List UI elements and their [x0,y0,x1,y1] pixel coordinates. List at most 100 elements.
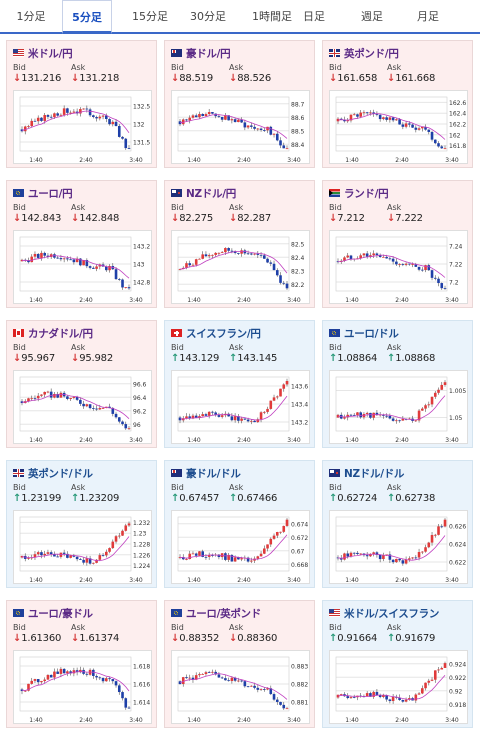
candle-body [108,548,111,552]
tab-5[interactable]: 日足 [303,10,325,23]
tab-2[interactable]: 15分足 [132,10,168,23]
candle-body [250,420,253,422]
candle-body [59,552,63,557]
pair-name[interactable]: ユーロ/ドル [344,327,399,340]
currency-card[interactable]: 英ポンド/ドル Bid Ask ↑1.23199 ↑1.23209 1.232 1… [6,460,157,588]
price-chart[interactable]: 96.6 96.4 96.2 96 1:40 2:40 3:40 [13,370,152,444]
pair-name[interactable]: 米ドル/円 [28,47,73,60]
currency-card[interactable]: 米ドル/スイスフラン Bid Ask ↑0.91664 ↑0.91679 0.9… [322,600,473,728]
tab-7[interactable]: 月足 [417,10,439,23]
bid-price: 7.212 [337,213,365,224]
candle-body [46,391,50,393]
x-tick-label: 3:40 [129,437,143,444]
candle-body [227,680,230,682]
candle-body [46,552,50,554]
pair-name[interactable]: NZドル/円 [186,187,236,200]
ask-price: 0.62738 [395,493,436,504]
arrow-down-icon: ↓ [71,213,80,224]
candle-body [188,263,192,266]
price-chart[interactable]: 0.883 0.882 0.881 1:40 2:40 3:40 [171,650,310,724]
tab-4[interactable]: 1時間足 [252,10,292,23]
candle-body [201,254,204,259]
price-chart[interactable]: 88.7 88.6 88.5 88.4 1:40 2:40 3:40 [171,90,310,164]
currency-card[interactable]: ユーロ/英ポンド Bid Ask ↓0.88352 ↓0.88360 0.883… [164,600,315,728]
price-chart[interactable]: 132.5 132 131.5 1:40 2:40 3:40 [13,90,152,164]
currency-card[interactable]: NZドル/円 Bid Ask ↓82.275 ↓82.287 82.5 82.4 8… [164,180,315,308]
candle-body [98,408,102,410]
tab-1[interactable]: 5分足 [62,0,112,34]
candlestick-chart: 0.924 0.922 0.92 0.918 1:40 2:40 3:40 [335,656,466,724]
candle-body [365,555,369,557]
card-header: NZドル/円 [171,186,236,200]
price-chart[interactable]: 7.24 7.22 7.2 1:40 2:40 3:40 [329,230,468,304]
ask-price: 131.218 [79,73,120,84]
arrow-down-icon: ↓ [229,73,238,84]
currency-card[interactable]: 豪ドル/ドル Bid Ask ↑0.67457 ↑0.67466 0.674 0.… [164,460,315,588]
tab-3[interactable]: 30分足 [190,10,226,23]
pair-name[interactable]: 英ポンド/円 [344,47,399,60]
tab-0[interactable]: 1分足 [16,10,46,23]
arrow-up-icon: ↑ [329,353,338,364]
price-chart[interactable]: 162.6 162.4 162.2 162 161.8 1:40 2:40 3:40 [329,90,468,164]
pair-name[interactable]: スイスフラン/円 [186,327,261,340]
price-chart[interactable]: 0.626 0.624 0.622 1:40 2:40 3:40 [329,510,468,584]
currency-card[interactable]: 英ポンド/円 Bid Ask ↓161.658 ↓161.668 162.6 16… [322,40,473,168]
pair-name[interactable]: 英ポンド/ドル [28,467,93,480]
currency-card[interactable]: ユーロ/豪ドル Bid Ask ↓1.61360 ↓1.61374 1.618 1… [6,600,157,728]
tab-6[interactable]: 週足 [361,10,383,23]
candle-body [233,416,237,421]
candle-body [443,382,447,385]
candle-body [275,699,279,702]
pair-name[interactable]: 豪ドル/ドル [186,467,241,480]
pair-name[interactable]: NZドル/ドル [344,467,405,480]
price-chart[interactable]: 1.232 1.23 1.228 1.226 1.224 1:40 2:40 3:40 [13,510,152,584]
price-chart[interactable]: 0.924 0.922 0.92 0.918 1:40 2:40 3:40 [329,650,468,724]
candlestick-chart: 82.5 82.4 82.3 82.2 1:40 2:40 3:40 [177,236,305,304]
candle-body [437,526,440,535]
currency-card[interactable]: ユーロ/円 Bid Ask ↓142.843 ↓142.848 143.2 143… [6,180,157,308]
ask-label: Ask [71,203,86,212]
price-chart[interactable]: 0.674 0.672 0.67 0.668 1:40 2:40 3:40 [171,510,310,584]
candle-body [356,412,359,416]
pair-name[interactable]: 米ドル/スイスフラン [344,607,440,620]
plot-frame [335,516,448,572]
candle-body [181,119,185,125]
currency-card[interactable]: ランド/円 Bid Ask ↓7.212 ↓7.222 7.24 7.22 7.2 1… [322,180,473,308]
candle-body [408,698,411,700]
y-tick-label: 0.622 [449,560,466,567]
pair-name[interactable]: 豪ドル/円 [186,47,231,60]
currency-card[interactable]: 豪ドル/円 Bid Ask ↓88.519 ↓88.526 88.7 88.6 88… [164,40,315,168]
bid-price: 1.61360 [21,633,62,644]
moving-average-line [179,114,288,139]
ask-label: Ask [387,623,402,632]
pair-name[interactable]: ユーロ/円 [28,187,73,200]
pair-name[interactable]: ユーロ/豪ドル [28,607,93,620]
pair-name[interactable]: カナダドル/円 [28,327,93,340]
currency-card[interactable]: カナダドル/円 Bid Ask ↓95.967 ↓95.982 96.6 96.4… [6,320,157,448]
currency-card[interactable]: スイスフラン/円 Bid Ask ↑143.129 ↑143.145 143.6… [164,320,315,448]
price-chart[interactable]: 143.6 143.4 143.2 1:40 2:40 3:40 [171,370,310,444]
pair-name[interactable]: ユーロ/英ポンド [186,607,261,620]
candle-body [263,548,266,554]
price-chart[interactable]: 1.618 1.616 1.614 1:40 2:40 3:40 [13,650,152,724]
pair-name[interactable]: ランド/円 [344,187,389,200]
currency-card[interactable]: ユーロ/ドル Bid Ask ↑1.08864 ↑1.08868 1.005 1.… [322,320,473,448]
y-tick-label: 0.672 [291,535,308,542]
x-tick-label: 1:40 [29,297,43,304]
currency-card[interactable]: 米ドル/円 Bid Ask ↓131.216 ↓131.218 132.5 132… [6,40,157,168]
candle-body [398,697,401,700]
price-chart[interactable]: 82.5 82.4 82.3 82.2 1:40 2:40 3:40 [171,230,310,304]
price-chart[interactable]: 143.2 143 142.8 1:40 2:40 3:40 [13,230,152,304]
x-tick-label: 3:40 [445,297,459,304]
candle-body [85,108,89,110]
candle-body [343,553,346,560]
candle-body [259,689,263,690]
currency-card[interactable]: NZドル/ドル Bid Ask ↑0.62724 ↑0.62738 0.626 0… [322,460,473,588]
candle-body [220,116,224,120]
x-tick-label: 3:40 [287,717,301,724]
candle-body [220,252,224,253]
candle-body [411,264,414,265]
price-chart[interactable]: 1.005 1.05 1:40 2:40 3:40 [329,370,468,444]
candle-body [59,392,63,398]
candle-body [46,674,50,680]
